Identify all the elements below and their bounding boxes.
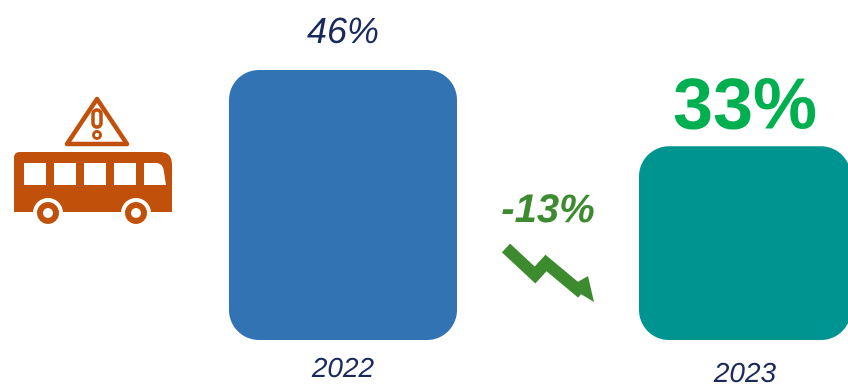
category-label-2023: 2023 xyxy=(713,357,777,384)
bus-warning-icon xyxy=(14,96,172,228)
change-label: -13% xyxy=(501,187,594,231)
data-label-2023: 33% xyxy=(673,64,817,144)
bar-2022 xyxy=(229,70,457,340)
trend-down-arrow-icon xyxy=(501,243,594,302)
bar-2023 xyxy=(639,146,848,340)
category-label-2022: 2022 xyxy=(311,352,375,383)
data-label-2022: 46% xyxy=(307,10,379,51)
